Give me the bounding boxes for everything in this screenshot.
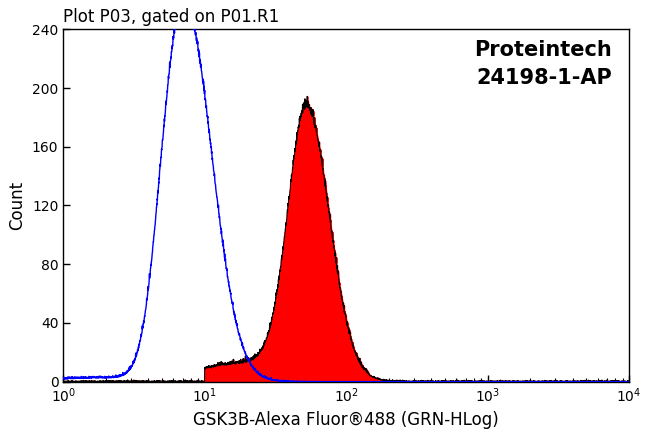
Text: Plot P03, gated on P01.R1: Plot P03, gated on P01.R1 [63,8,280,26]
X-axis label: GSK3B-Alexa Fluor®488 (GRN-HLog): GSK3B-Alexa Fluor®488 (GRN-HLog) [193,411,499,429]
Text: Proteintech
24198-1-AP: Proteintech 24198-1-AP [474,40,612,88]
Y-axis label: Count: Count [8,181,27,230]
